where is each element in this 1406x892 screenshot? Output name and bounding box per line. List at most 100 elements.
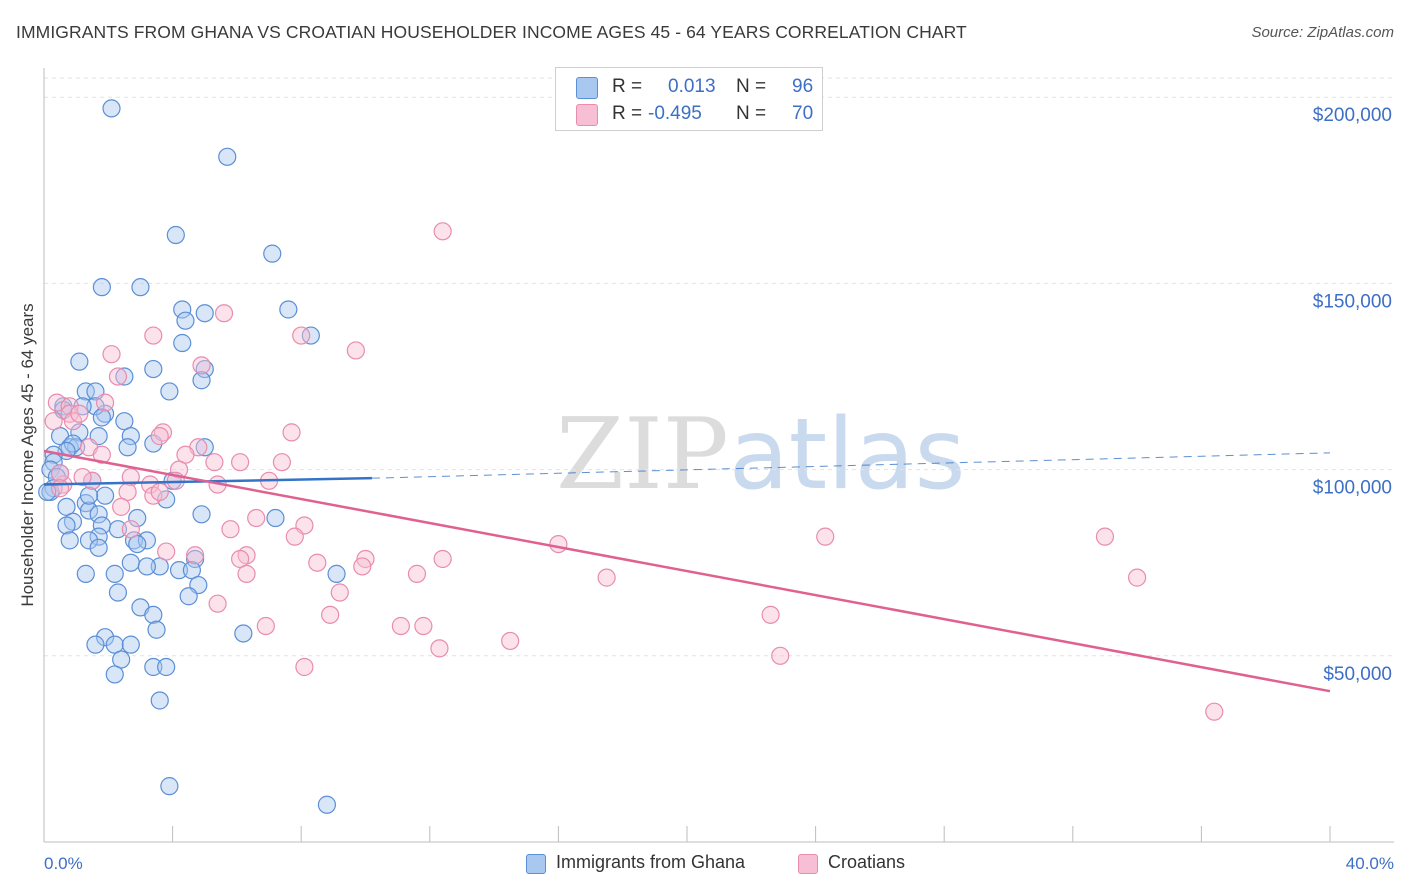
ghana-point (266, 508, 285, 528)
croatian-point (771, 646, 790, 665)
x-tick-label: 40.0% (1346, 854, 1394, 873)
croatian-point (1127, 568, 1147, 587)
croatian-point (433, 549, 452, 569)
ghana-point (173, 333, 192, 353)
croatian-point (157, 542, 176, 561)
ghana-point (301, 326, 320, 345)
croatian-point (272, 453, 292, 472)
ghana-point (79, 531, 99, 550)
croatian-point (221, 520, 240, 539)
croatian-point (63, 412, 83, 431)
legend-n-value: 70 (792, 103, 814, 124)
croatian-point (501, 631, 520, 651)
croatian-point (44, 412, 63, 431)
ghana-point (70, 423, 89, 442)
chart-title: IMMIGRANTS FROM GHANA VS CROATIAN HOUSEH… (16, 22, 967, 42)
ghana-point (137, 531, 156, 550)
croatian-point (282, 423, 301, 442)
ghana-point (179, 587, 198, 606)
croatian-point (407, 564, 427, 583)
ghana-point (108, 520, 128, 539)
croatian-point (70, 404, 89, 423)
ghana-point (137, 557, 156, 576)
croatian-point (121, 520, 140, 539)
croatian-point (50, 479, 70, 498)
ghana-trend-extension (371, 452, 1331, 479)
croatian-point (430, 639, 449, 658)
ghana-point (79, 486, 99, 505)
croatian-point (112, 497, 131, 516)
croatian-point (214, 304, 234, 323)
ghana-point (89, 505, 108, 524)
croatian-point (205, 453, 224, 472)
croatian-point (285, 527, 304, 546)
ghana-point (157, 657, 176, 677)
croatian-point (761, 605, 780, 624)
croatian-point (102, 345, 121, 364)
correlation-legend: R = 0.013 N = 96 R = -0.495 N = 70 (555, 67, 823, 131)
croatian-point (83, 471, 102, 490)
ghana-point (144, 605, 163, 624)
croatian-point (247, 508, 266, 528)
croatian-point (208, 594, 227, 613)
ghana-point (76, 564, 95, 583)
ghana-point (317, 795, 337, 814)
croatian-point (321, 605, 340, 624)
ghana-point (105, 665, 124, 684)
croatian-point (391, 616, 410, 636)
ghana-point (234, 624, 253, 643)
croatian-point (169, 460, 189, 479)
ghana-point (150, 691, 169, 710)
ghana-point (160, 382, 179, 401)
ghana-point (195, 438, 214, 457)
bottom-legend-swatch-croatians (798, 854, 818, 874)
ghana-point (115, 367, 134, 386)
ghana-point (79, 501, 99, 520)
croatian-point (231, 453, 250, 472)
ghana-point (105, 564, 124, 583)
croatian-point (256, 616, 275, 636)
croatian-point (549, 534, 568, 554)
source-note: Source: ZipAtlas.com (1251, 24, 1394, 41)
y-tick-label: $200,000 (1313, 105, 1392, 126)
ghana-point (92, 408, 111, 427)
ghana-point (41, 460, 60, 479)
croatian-point (60, 397, 79, 416)
ghana-point (102, 99, 121, 118)
legend-r-label: R = (612, 76, 643, 97)
bottom-legend-swatch-ghana (526, 854, 546, 874)
croatian-point (140, 475, 160, 494)
ghana-point (173, 300, 192, 319)
ghana-point (195, 304, 214, 323)
ghana-point (327, 564, 346, 583)
legend-r-value: 0.013 (668, 76, 716, 97)
croatian-point (92, 445, 111, 464)
croatian-trend-line (43, 449, 1331, 693)
legend-swatch-ghana (576, 77, 598, 99)
croatian-point (308, 553, 327, 572)
croatian-point (150, 427, 169, 446)
ghana-point (144, 657, 163, 677)
croatian-point (1095, 527, 1115, 546)
ghana-point (263, 244, 282, 263)
croatian-point (108, 367, 128, 386)
ghana-point (279, 300, 298, 319)
ghana-point (92, 278, 111, 297)
croatian-point (95, 393, 115, 412)
croatian-point (433, 222, 452, 241)
ghana-point (121, 427, 140, 446)
ghana-point (218, 147, 237, 166)
croatian-point (597, 568, 616, 587)
croatian-point (192, 356, 211, 375)
croatian-point (1205, 702, 1224, 721)
ghana-point (131, 278, 150, 297)
y-tick-label: $50,000 (1323, 664, 1392, 685)
bottom-legend-label-ghana: Immigrants from Ghana (556, 852, 746, 872)
watermark-zip: ZIP (556, 398, 729, 512)
x-tick-label: 0.0% (44, 854, 83, 873)
legend-n-label: N = (736, 103, 767, 124)
ghana-point (169, 561, 189, 580)
ghana-point (128, 508, 147, 528)
ghana-point (95, 628, 115, 647)
